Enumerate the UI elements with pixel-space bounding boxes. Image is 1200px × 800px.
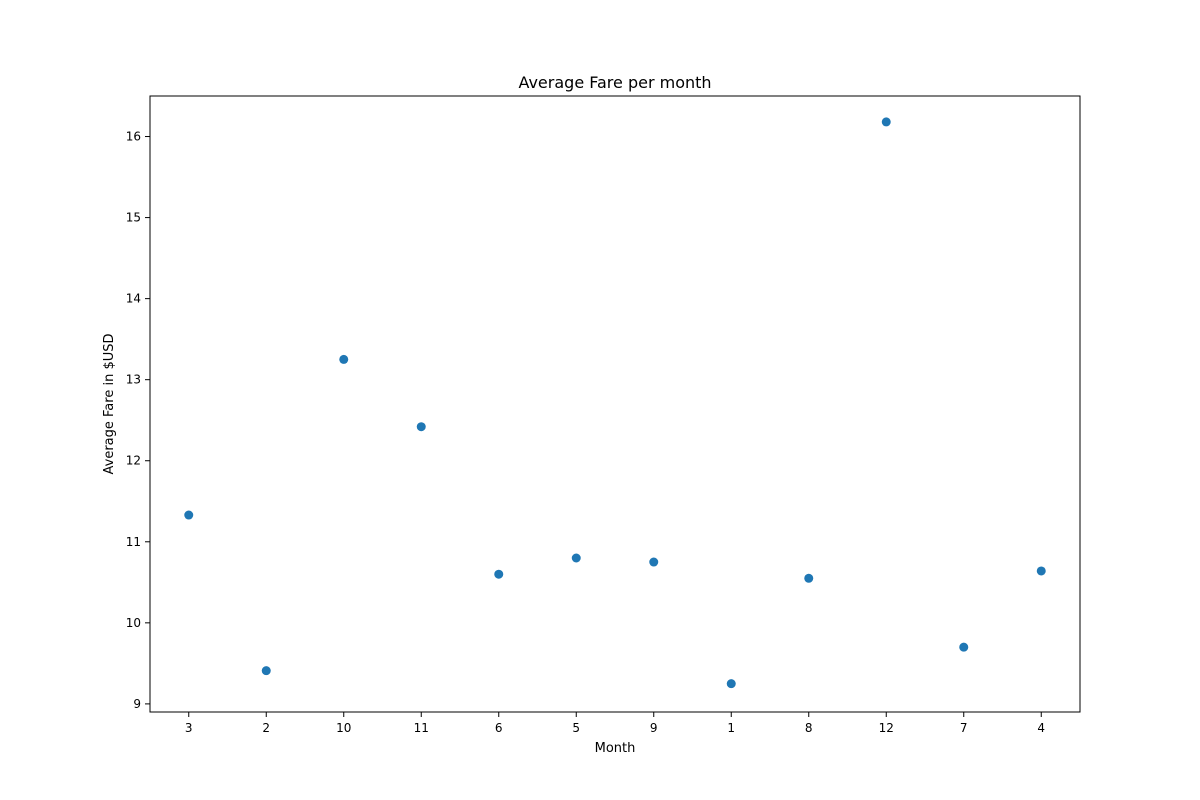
data-point [494,569,504,579]
x-tick-label: 10 [336,721,351,735]
x-tick-label: 7 [960,721,968,735]
axis-ticks: 3 2 10 11 6 5 9 1 8 12 7 4 9 10 11 12 13 14 15 16 [126,130,1045,735]
x-tick-label: 12 [879,721,894,735]
x-tick-label: 9 [650,721,658,735]
data-point [726,679,736,689]
data-point [649,557,659,567]
x-axis-label: Month [595,741,636,756]
y-axis-label: Average Fare in $USD [102,334,117,475]
chart-title: Average Fare per month [518,73,711,92]
y-tick-label: 11 [126,535,141,549]
x-tick-label: 4 [1037,721,1045,735]
data-point [184,510,194,520]
y-tick-label: 16 [126,130,141,144]
data-points [184,117,1046,689]
x-tick-label: 3 [185,721,193,735]
data-point [1036,566,1046,576]
x-tick-label: 8 [805,721,813,735]
y-tick-label: 12 [126,454,141,468]
data-point [416,422,426,432]
y-tick-label: 9 [133,697,141,711]
data-point [261,666,271,676]
x-tick-label: 11 [414,721,429,735]
y-tick-label: 10 [126,616,141,630]
y-tick-label: 14 [126,292,141,306]
x-tick-label: 1 [727,721,735,735]
data-point [339,354,349,364]
data-point [571,553,581,563]
x-tick-label: 5 [572,721,580,735]
data-point [959,642,969,652]
data-point [881,117,891,127]
y-tick-label: 13 [126,373,141,387]
data-point [804,573,814,583]
y-tick-label: 15 [126,211,141,225]
x-tick-label: 6 [495,721,503,735]
x-tick-label: 2 [262,721,270,735]
plot-frame [149,95,1081,713]
